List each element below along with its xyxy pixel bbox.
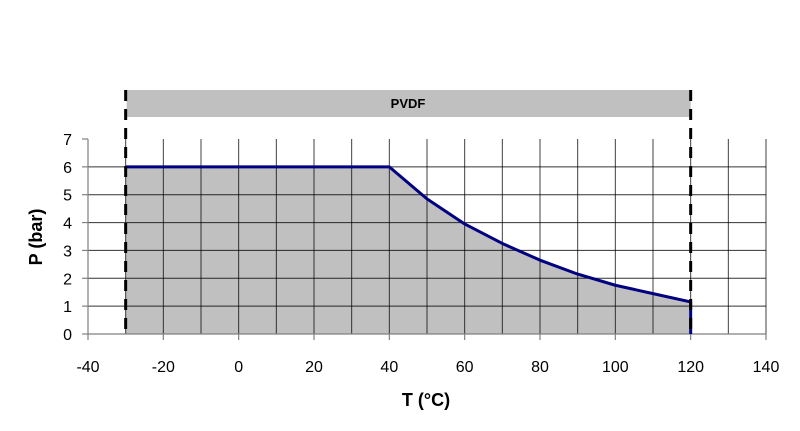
- y-axis-title: P (bar): [26, 209, 46, 266]
- y-tick-label: 7: [63, 132, 72, 149]
- y-tick-label: 2: [63, 271, 72, 288]
- temperature-limit-lines: [124, 90, 693, 334]
- axes: [82, 138, 767, 340]
- x-tick-label: 60: [456, 359, 474, 376]
- y-tick-label: 3: [63, 243, 72, 260]
- pressure-limit-curve: [125, 165, 693, 334]
- material-band-label: PVDF: [391, 96, 426, 111]
- x-tick-label: 120: [677, 359, 704, 376]
- y-tick-label: 0: [63, 327, 72, 344]
- curve-line: [125, 165, 693, 334]
- y-axis-tick-labels: 0 1 2 3 4 5 6 7: [63, 132, 72, 344]
- y-tick-label: 4: [63, 216, 72, 233]
- x-tick-label: -40: [76, 359, 99, 376]
- y-tick-label: 6: [63, 160, 72, 177]
- band-rect: [126, 90, 691, 117]
- x-tick-label: 0: [234, 359, 243, 376]
- x-tick-label: 40: [380, 359, 398, 376]
- material-band: [126, 90, 691, 117]
- x-tick-label: 80: [531, 359, 549, 376]
- y-tick-label: 1: [63, 299, 72, 316]
- y-tick-label: 5: [63, 188, 72, 205]
- x-axis-tick-labels: -40 -20 0 20 40 60 80 100 120 140: [76, 359, 779, 376]
- x-tick-label: 100: [602, 359, 629, 376]
- x-axis-title: T (°C): [402, 390, 450, 410]
- x-tick-label: -20: [152, 359, 175, 376]
- x-tick-label: 140: [753, 359, 780, 376]
- x-tick-label: 20: [305, 359, 323, 376]
